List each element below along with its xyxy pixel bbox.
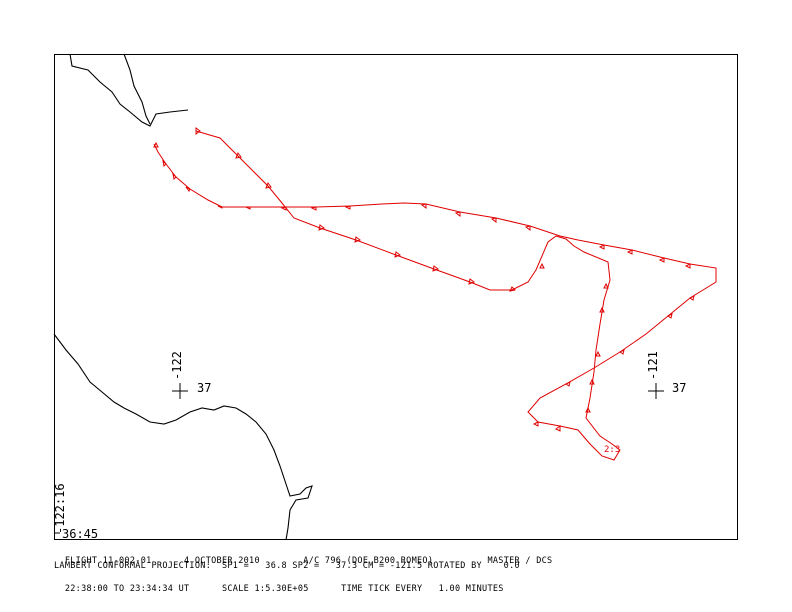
coastline-southwest <box>53 333 313 541</box>
flight-track <box>153 130 717 461</box>
grid-lon-label: -121 <box>646 351 660 380</box>
corner-lon-label: -122:16 <box>53 483 67 534</box>
map-scale: SCALE 1:5.30E+05 <box>221 584 309 594</box>
flight-id: FLIGHT 11-002-01 <box>64 556 152 566</box>
data-source: MASTER / DCS <box>487 556 553 566</box>
footer-line-2: LAMBERT CONFORMAL PROJECTION: SP1 = 36.8… <box>54 561 520 571</box>
grid-lat-label: 37 <box>672 381 686 395</box>
time-ticks <box>153 127 695 432</box>
flight-date: 4 OCTOBER 2010 <box>184 556 260 566</box>
time-tick: TIME TICK EVERY 1.00 MINUTES <box>341 584 504 594</box>
track-time-label: 2:3 <box>604 445 620 455</box>
time-range: 22:38:00 TO 23:34:34 UT <box>64 584 190 594</box>
grid-mark-121: -121 37 <box>646 351 686 399</box>
map-frame <box>54 54 738 540</box>
corner-lat-label: 36:45 <box>62 527 98 541</box>
footer-line-3: 22:38:00 TO 23:34:34 UT SCALE 1:5.30E+05… <box>54 574 504 594</box>
grid-lat-label: 37 <box>197 381 211 395</box>
aircraft: A/C 796 (DOE B200 ROMEO) <box>303 556 434 566</box>
coastline-north <box>69 53 189 127</box>
footer-line-1: FLIGHT 11-002-01 4 OCTOBER 2010 A/C 796 … <box>54 546 552 566</box>
grid-lon-label: -122 <box>170 351 184 380</box>
grid-mark-122: -122 37 <box>170 351 211 399</box>
